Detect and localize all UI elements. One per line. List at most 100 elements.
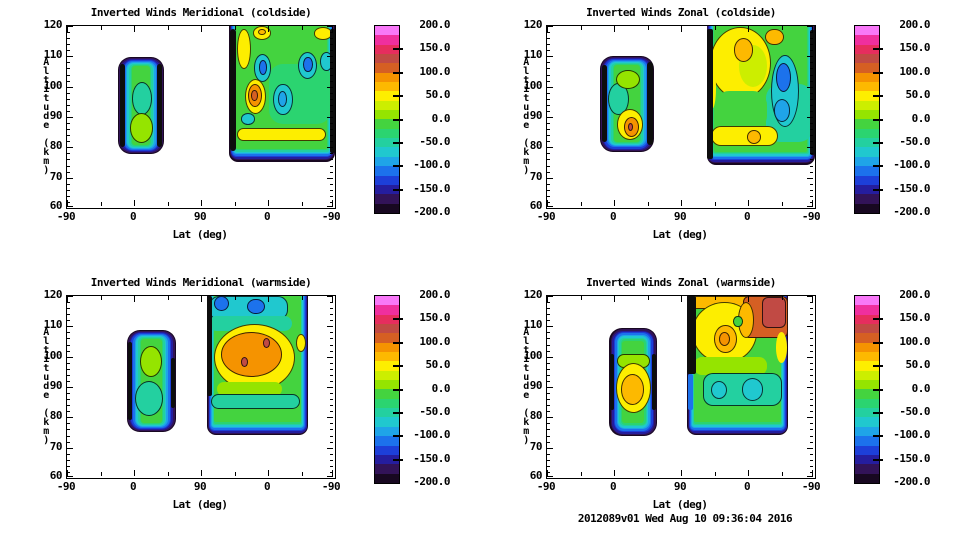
y-tick-label: 80 — [49, 409, 63, 422]
axis-tick — [807, 417, 813, 418]
axis-tick — [810, 81, 813, 82]
axis-tick — [748, 296, 749, 302]
axis-tick — [810, 135, 813, 136]
axis-tick — [648, 472, 649, 476]
colorbar-tick — [873, 318, 883, 320]
axis-tick — [547, 332, 550, 333]
axis-tick — [810, 302, 813, 303]
colorbar-band — [855, 436, 879, 446]
axis-tick — [330, 159, 333, 160]
axis-tick — [330, 345, 333, 346]
axis-tick — [748, 200, 749, 206]
contour-patch — [715, 91, 768, 130]
colorbar-band — [375, 147, 399, 157]
axis-tick — [67, 363, 70, 364]
axis-tick — [330, 141, 333, 142]
colorbar-band — [855, 54, 879, 64]
colorbar-tick — [873, 72, 883, 74]
x-axis-label: Lat (deg) — [172, 498, 228, 511]
colorbar-tick — [393, 48, 403, 50]
colorbar-tick-label: -200.0 — [413, 205, 450, 218]
contour-patch — [621, 374, 645, 405]
contour-patch — [251, 89, 258, 101]
axis-tick — [67, 166, 70, 167]
y-tick-label: 100 — [523, 79, 543, 92]
axis-tick — [807, 56, 813, 57]
colorbar-band — [855, 352, 879, 362]
axis-tick — [67, 178, 73, 179]
colorbar-tick-label: -50.0 — [899, 405, 930, 418]
contour-patch — [262, 337, 270, 348]
axis-tick — [67, 62, 70, 63]
contour-patch — [206, 296, 212, 397]
contour-patch — [127, 342, 132, 421]
axis-tick — [812, 470, 813, 476]
y-axis-label: A l t i t u d e ( k m ) — [43, 57, 49, 176]
colorbar-tick-label: 100.0 — [419, 65, 450, 78]
axis-tick — [67, 345, 70, 346]
axis-tick — [748, 470, 749, 476]
contour-patch — [733, 38, 754, 62]
colorbar-band — [855, 203, 879, 213]
axis-tick — [67, 147, 73, 148]
colorbar-band — [375, 138, 399, 148]
axis-tick — [810, 472, 813, 473]
axis-tick — [547, 393, 550, 394]
axis-tick — [547, 411, 550, 412]
axis-tick — [67, 38, 70, 39]
contour-patch — [652, 353, 657, 411]
contour-patch — [157, 64, 162, 147]
colorbar-tick-label: 0.0 — [911, 112, 931, 125]
axis-tick — [807, 178, 813, 179]
colorbar-tick — [393, 435, 403, 437]
colorbar-tick — [873, 365, 883, 367]
axis-tick — [330, 44, 333, 45]
axis-tick — [810, 363, 813, 364]
colorbar-tick — [393, 119, 403, 121]
colorbar-tick — [393, 72, 403, 74]
colorbar-band — [375, 203, 399, 213]
colorbar-band — [375, 54, 399, 64]
contour-patch — [711, 381, 728, 400]
x-tick-label: -90 — [321, 480, 341, 493]
axis-tick — [648, 26, 649, 30]
contour-patch — [217, 382, 282, 397]
axis-tick — [330, 32, 333, 33]
axis-tick — [67, 375, 70, 376]
axis-tick — [547, 123, 550, 124]
x-tick-label: 0 — [743, 480, 751, 493]
axis-tick — [810, 38, 813, 39]
colorbar-tick-label: -150.0 — [893, 182, 930, 195]
axis-tick — [327, 296, 333, 297]
contour-patch — [129, 113, 154, 143]
axis-tick — [810, 129, 813, 130]
axis-tick — [547, 405, 550, 406]
colorbar-band — [375, 110, 399, 120]
axis-tick — [748, 26, 749, 32]
colorbar-band — [375, 314, 399, 325]
axis-tick — [330, 38, 333, 39]
axis-tick — [330, 166, 333, 167]
axis-tick — [330, 308, 333, 309]
axis-tick — [67, 472, 70, 473]
colorbar-tick-label: -50.0 — [419, 135, 450, 148]
colorbar-band — [855, 361, 879, 371]
axis-tick — [67, 476, 73, 477]
y-axis-label: A l t i t u d e ( k m ) — [43, 327, 49, 446]
axis-tick — [810, 75, 813, 76]
axis-tick — [648, 296, 649, 300]
colorbar-band — [375, 305, 399, 315]
colorbar-band — [375, 445, 399, 455]
axis-tick — [330, 351, 333, 352]
contour-patch — [610, 353, 615, 411]
axis-tick — [807, 206, 813, 207]
axis-tick — [67, 405, 70, 406]
plot-area — [66, 295, 336, 479]
axis-tick — [67, 296, 68, 302]
axis-tick — [648, 202, 649, 206]
colorbar-tick-label: 150.0 — [419, 311, 450, 324]
axis-tick — [302, 472, 303, 476]
y-tick-label: 110 — [523, 318, 543, 331]
colorbar-tick — [873, 95, 883, 97]
colorbar-tick-label: 50.0 — [905, 358, 931, 371]
